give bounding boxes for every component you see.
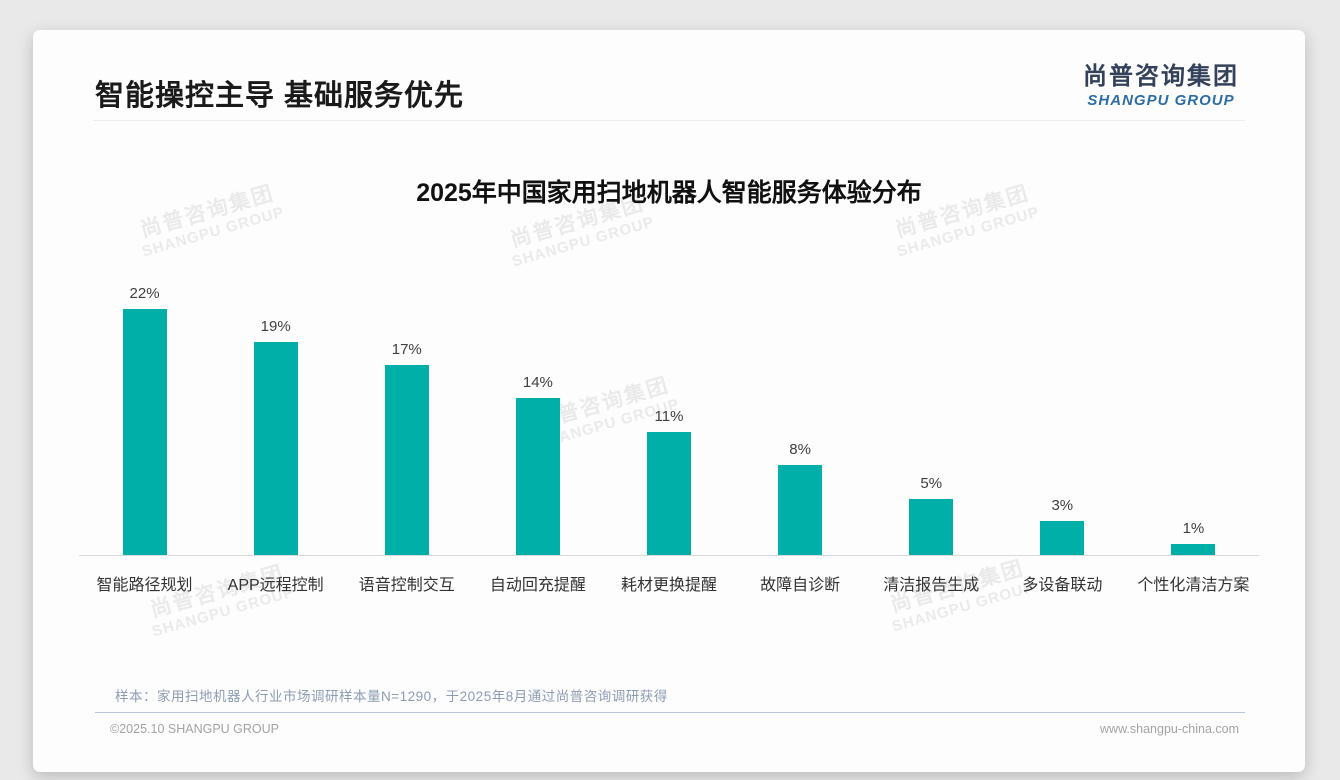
footer-divider	[95, 712, 1245, 713]
watermark-en: SHANGPU GROUP	[895, 203, 1042, 261]
bar-value-label: 3%	[1051, 497, 1074, 514]
category-label: 清洁报告生成	[883, 577, 980, 594]
bar-column: 14%	[472, 374, 603, 555]
bar-value-label: 11%	[654, 408, 684, 425]
logo-chinese-name: 尚普咨询集团	[1083, 63, 1239, 90]
bar	[515, 398, 560, 555]
bar	[646, 432, 691, 555]
company-logo: 尚普咨询集团 SHANGPU GROUP	[1083, 56, 1239, 109]
bar	[1040, 521, 1085, 555]
sample-footnote: 样本：家用扫地机器人行业市场调研样本量N=1290，于2025年8月通过尚普咨询…	[115, 689, 668, 704]
watermark-en: SHANGPU GROUP	[140, 203, 287, 261]
bar-column: 17%	[341, 341, 472, 555]
footer: ©2025.10 SHANGPU GROUP www.shangpu-china…	[110, 722, 1239, 736]
bar-chart: 22% 19% 17% 14% 11% 8% 5% 3% 1% 智能路径规划 APP远程控制 语音控…	[79, 275, 1259, 595]
bar	[909, 499, 954, 555]
bar	[384, 365, 429, 555]
bar	[122, 309, 167, 555]
category-label: 多设备联动	[1022, 577, 1103, 594]
bar-column: 19%	[210, 318, 341, 555]
bar-column: 5%	[866, 475, 997, 555]
bar-column: 22%	[79, 285, 210, 555]
bar	[253, 342, 298, 555]
logo-english-name: SHANGPU GROUP	[1087, 92, 1235, 109]
bar-value-label: 17%	[391, 341, 422, 358]
bar	[778, 465, 823, 555]
bar-column: 3%	[997, 497, 1128, 555]
bar-column: 11%	[603, 408, 734, 555]
bar-value-label: 1%	[1182, 520, 1205, 537]
slide-card: 智能操控主导 基础服务优先 尚普咨询集团 SHANGPU GROUP 尚普咨询集…	[33, 30, 1305, 772]
bar-column: 8%	[735, 441, 866, 555]
category-label: 语音控制交互	[358, 577, 455, 594]
bar-value-label: 5%	[920, 475, 943, 492]
category-label: 故障自诊断	[760, 577, 841, 594]
bar-column: 1%	[1128, 520, 1259, 555]
bar	[1171, 544, 1216, 555]
chart-title: 2025年中国家用扫地机器人智能服务体验分布	[416, 179, 922, 207]
x-axis-line	[79, 555, 1259, 556]
watermark-en: SHANGPU GROUP	[510, 213, 657, 271]
page-title: 智能操控主导 基础服务优先	[95, 80, 465, 112]
category-label: 智能路径规划	[96, 577, 193, 594]
bar-value-label: 22%	[129, 285, 160, 302]
category-label: 个性化清洁方案	[1137, 577, 1250, 594]
website-url: www.shangpu-china.com	[1100, 722, 1239, 736]
bars-row: 22% 19% 17% 14% 11% 8% 5% 3% 1%	[79, 275, 1259, 555]
bar-value-label: 14%	[522, 374, 553, 391]
bar-value-label: 19%	[260, 318, 291, 335]
category-label: 耗材更换提醒	[620, 577, 717, 594]
category-labels-row: 智能路径规划 APP远程控制 语音控制交互 自动回充提醒 耗材更换提醒 故障自诊断 清洁报告…	[79, 556, 1259, 595]
category-label: 自动回充提醒	[489, 577, 586, 594]
bar-value-label: 8%	[789, 441, 811, 458]
header-divider	[93, 120, 1245, 121]
category-label: APP远程控制	[227, 577, 324, 594]
copyright-text: ©2025.10 SHANGPU GROUP	[110, 722, 279, 736]
